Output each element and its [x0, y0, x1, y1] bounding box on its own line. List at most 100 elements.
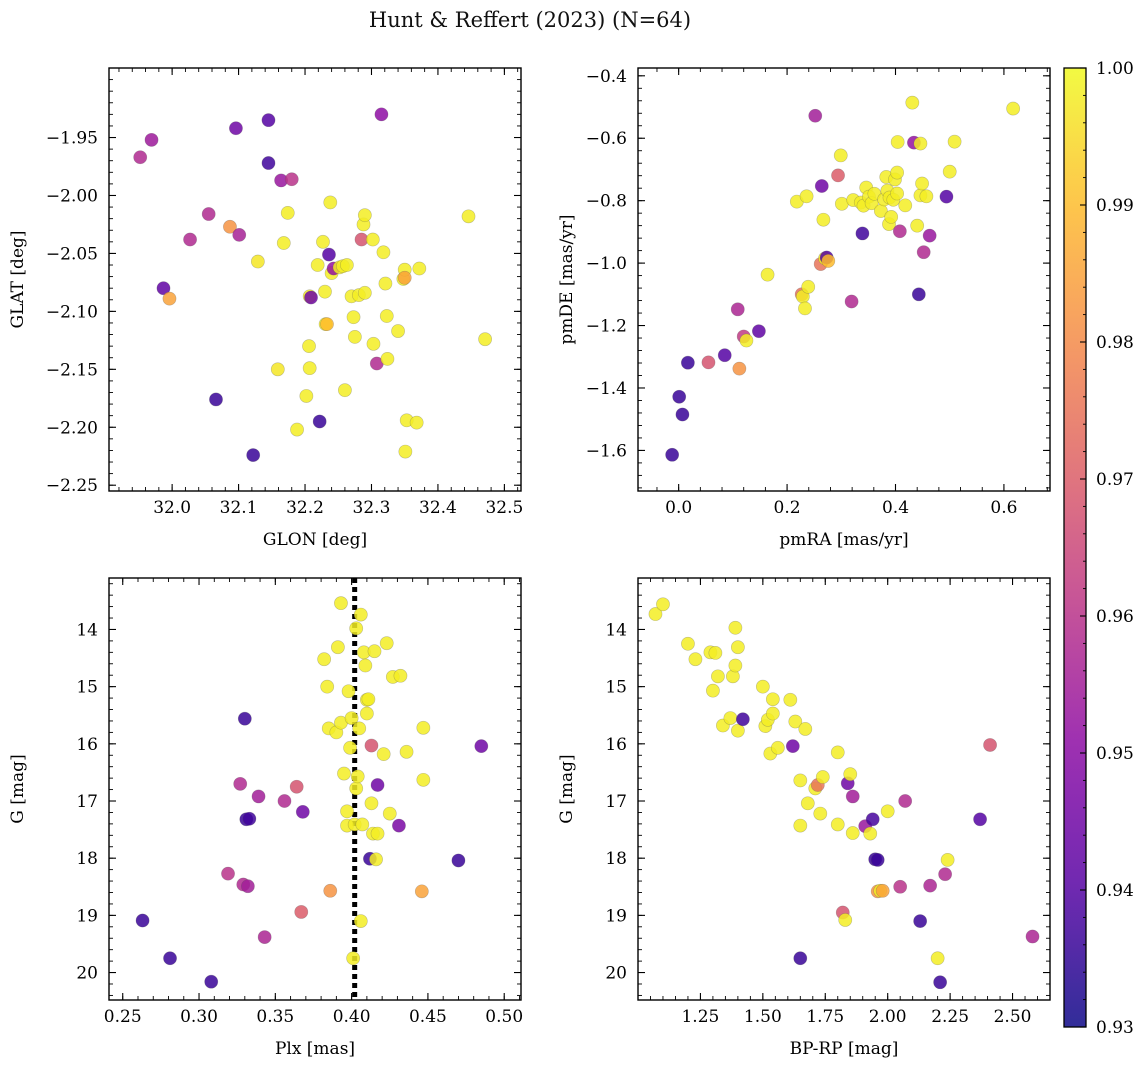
data-point	[973, 812, 987, 827]
x-tick-label: 2.25	[931, 1007, 969, 1027]
data-point	[808, 108, 823, 123]
data-point	[349, 781, 364, 796]
data-point	[379, 309, 394, 323]
data-point	[843, 767, 858, 782]
y-tick-label: 17	[76, 792, 98, 812]
data-point	[892, 224, 907, 239]
scatter-points	[133, 107, 493, 462]
data-point	[290, 422, 304, 437]
y-tick-label: −1.2	[586, 317, 627, 337]
data-point	[414, 884, 429, 899]
data-point	[890, 186, 905, 201]
data-point	[318, 284, 332, 299]
data-point	[765, 692, 780, 707]
data-point	[1025, 929, 1040, 944]
data-point	[409, 415, 424, 430]
data-point	[359, 706, 374, 721]
data-point	[765, 706, 780, 721]
y-tick-label: −2.25	[46, 476, 98, 496]
y-axis-label: pmDE [mas/yr]	[557, 214, 577, 344]
data-point	[229, 121, 243, 136]
x-tick-label: 32.3	[353, 498, 391, 518]
data-point	[289, 779, 304, 794]
axes-frame	[637, 67, 1051, 492]
data-point	[983, 738, 997, 752]
data-point	[898, 794, 913, 808]
data-point	[793, 818, 808, 833]
data-point	[310, 258, 325, 272]
data-point	[353, 914, 368, 928]
data-point	[461, 209, 476, 224]
y-tick-label: 19	[76, 906, 98, 926]
y-tick-label: 14	[605, 620, 627, 640]
y-axis-label: GLAT [deg]	[8, 230, 28, 328]
data-point	[246, 448, 261, 462]
data-point	[923, 878, 938, 893]
x-tick-label: 32.0	[153, 498, 191, 518]
data-point	[942, 164, 957, 179]
data-point	[369, 852, 383, 867]
panel-pmra-pmde: 0.0 0.2 0.4 0.6 −0.4 −0.6 −0.8 −1.0 −1.2 −1.4 −1.6…	[557, 67, 1051, 550]
data-point	[478, 332, 493, 347]
data-point	[233, 776, 248, 791]
x-axis-label: Plx [mas]	[275, 1039, 355, 1059]
data-point	[209, 392, 223, 407]
colorbar-tick-label: 0.98	[1096, 333, 1134, 353]
data-point	[855, 226, 870, 241]
colorbar-tick-label: 0.93	[1096, 1018, 1134, 1038]
data-point	[376, 747, 391, 762]
data-point	[330, 640, 345, 655]
scatter-points	[665, 95, 1021, 462]
data-point	[204, 974, 219, 989]
y-tick-label: −1.4	[586, 379, 627, 399]
x-tick-label: 0.30	[180, 1007, 218, 1027]
data-point	[875, 883, 890, 898]
data-point	[728, 620, 743, 635]
data-point	[814, 179, 829, 193]
data-point	[379, 636, 394, 651]
data-point	[788, 714, 803, 729]
data-point	[933, 975, 948, 990]
data-point	[922, 228, 937, 243]
y-tick-label: −2.20	[46, 418, 98, 438]
data-point	[317, 652, 332, 667]
data-point	[323, 883, 338, 898]
data-point	[412, 261, 427, 276]
data-point	[751, 324, 766, 339]
data-point	[451, 853, 466, 868]
data-point	[364, 796, 379, 811]
data-point	[735, 712, 750, 727]
y-tick-label: −0.8	[586, 192, 627, 212]
data-point	[261, 113, 276, 128]
data-point	[717, 348, 732, 363]
axes-frame	[108, 577, 522, 1001]
data-point	[339, 258, 354, 272]
data-point	[816, 212, 831, 227]
y-tick-label: 15	[76, 678, 98, 698]
data-point	[284, 172, 299, 187]
data-point	[261, 156, 276, 170]
data-point	[739, 333, 754, 348]
y-tick-label: 18	[76, 849, 98, 869]
data-point	[648, 607, 663, 621]
colorbar: 0.93 0.94 0.95 0.96 0.97 0.98 0.99 1.00	[1063, 59, 1134, 1038]
data-point	[391, 324, 405, 338]
data-point	[708, 646, 723, 660]
x-tick-label: 1.50	[744, 1007, 782, 1027]
y-tick-label: 19	[605, 906, 627, 926]
y-axis-label: G [mag]	[8, 754, 28, 823]
data-point	[358, 658, 373, 673]
data-point	[135, 913, 150, 928]
data-point	[940, 853, 955, 867]
data-point	[347, 329, 362, 344]
data-point	[299, 389, 314, 403]
data-point	[320, 679, 335, 694]
y-tick-label: 20	[76, 964, 98, 984]
data-point	[251, 789, 266, 804]
data-point	[240, 879, 255, 894]
data-point	[352, 721, 367, 736]
data-point	[799, 189, 814, 204]
data-point	[341, 684, 356, 699]
data-point	[783, 692, 798, 707]
y-tick-label: −0.6	[586, 129, 627, 149]
